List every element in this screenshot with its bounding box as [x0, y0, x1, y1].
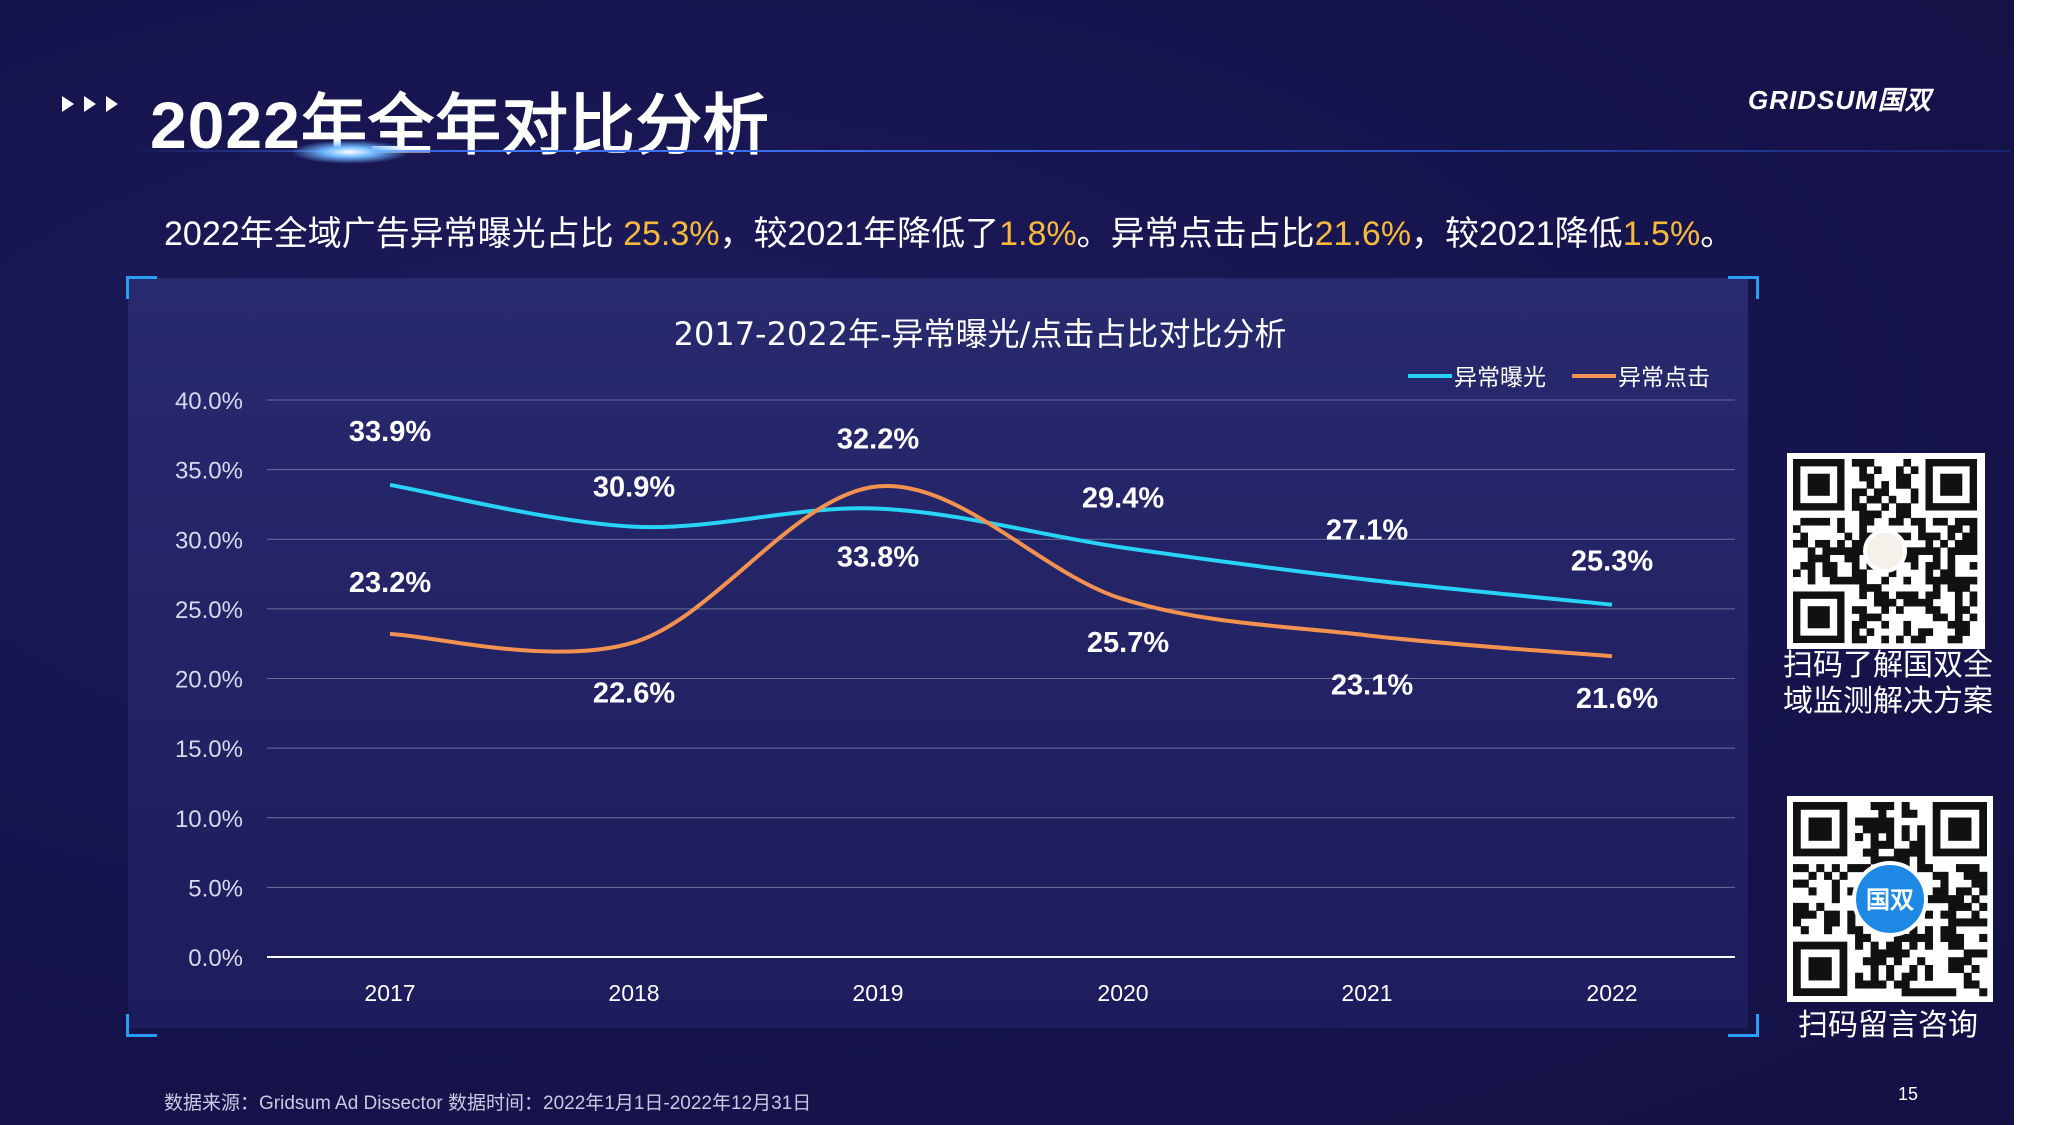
data-label-click: 22.6%	[593, 677, 675, 709]
summary-exposure-value: 25.3%	[623, 215, 720, 253]
qr-caption-consult: 扫码留言咨询	[1798, 1009, 1978, 1042]
chart-title: 2017-2022年-异常曝光/点击占比对比分析	[674, 315, 1287, 353]
y-tick-label: 10.0%	[175, 806, 243, 833]
chart-corner-br	[1728, 1014, 1759, 1037]
data-source: 数据来源：Gridsum Ad Dissector 数据时间：2022年1月1日…	[164, 1093, 812, 1114]
data-label-exposure: 33.9%	[349, 416, 431, 448]
data-label-click: 23.2%	[349, 567, 431, 599]
gridsum-logo: GRIDSUM国双	[1748, 85, 1932, 115]
y-tick-label: 40.0%	[175, 388, 243, 415]
data-label-exposure: 29.4%	[1082, 483, 1164, 515]
qr-caption-solutions: 扫码了解国双全域监测解决方案	[1783, 649, 1993, 718]
x-tick-label: 2019	[852, 980, 903, 1006]
title-divider	[130, 150, 2010, 152]
summary-part2: ，较2021年降低了	[719, 215, 1000, 253]
qr-code-solutions	[1787, 453, 1985, 649]
x-tick-label: 2018	[608, 980, 659, 1006]
chart-corner-tl	[126, 276, 157, 299]
y-tick-label: 35.0%	[175, 458, 243, 485]
page-number: 15	[1898, 1084, 1919, 1104]
right-edge	[2014, 0, 2050, 1125]
y-tick-label: 25.0%	[175, 597, 243, 624]
series-line-exposure	[389, 482, 1613, 607]
data-label-exposure: 30.9%	[593, 472, 675, 504]
series-line-click	[389, 484, 1613, 659]
chart-corner-tr	[1728, 276, 1759, 299]
title-glow	[290, 140, 410, 164]
y-tick-label: 5.0%	[188, 875, 243, 902]
qr-code-pattern-2: 国双	[1793, 802, 1988, 997]
y-tick-label: 20.0%	[175, 667, 243, 694]
summary-part3: 。异常点击占比	[1076, 215, 1315, 253]
data-label-click: 25.7%	[1087, 627, 1169, 659]
summary-click-value: 21.6%	[1314, 215, 1412, 253]
summary-click-drop: 1.5%	[1622, 215, 1701, 253]
data-label-click: 23.1%	[1331, 669, 1413, 701]
page-title: 2022年全年对比分析	[150, 88, 770, 162]
qr-code-pattern-1	[1793, 459, 1978, 644]
chart-corner-bl	[126, 1014, 157, 1037]
summary-part1: 2022年全域广告异常曝光占比	[164, 215, 624, 253]
x-tick-label: 2021	[1341, 980, 1392, 1006]
x-tick-label: 2022	[1586, 980, 1637, 1006]
y-tick-label: 15.0%	[175, 736, 243, 763]
y-tick-label: 0.0%	[188, 945, 243, 972]
qr-code-consult: 国双	[1787, 796, 1993, 1002]
data-label-click: 33.8%	[837, 541, 919, 573]
data-label-exposure: 32.2%	[837, 424, 919, 456]
summary-text: 2022年全域广告异常曝光占比 25.3%，较2021年降低了1.8%。异常点击…	[164, 206, 1734, 255]
chart-panel	[128, 278, 1748, 1028]
svg-text:国双: 国双	[1866, 887, 1914, 914]
x-tick-label: 2017	[364, 980, 415, 1006]
title-arrows-icon	[62, 96, 118, 112]
summary-part4: ，较2021降低	[1411, 215, 1623, 253]
summary-part5: 。	[1700, 215, 1735, 253]
data-label-exposure: 27.1%	[1326, 515, 1408, 547]
data-label-click: 21.6%	[1576, 683, 1658, 715]
legend-label-exposure: 异常曝光	[1454, 364, 1546, 390]
legend-label-click: 异常点击	[1618, 364, 1710, 390]
y-tick-label: 30.0%	[175, 527, 243, 554]
summary-exposure-drop: 1.8%	[999, 215, 1077, 253]
x-tick-label: 2020	[1097, 980, 1148, 1006]
data-label-exposure: 25.3%	[1571, 546, 1653, 578]
